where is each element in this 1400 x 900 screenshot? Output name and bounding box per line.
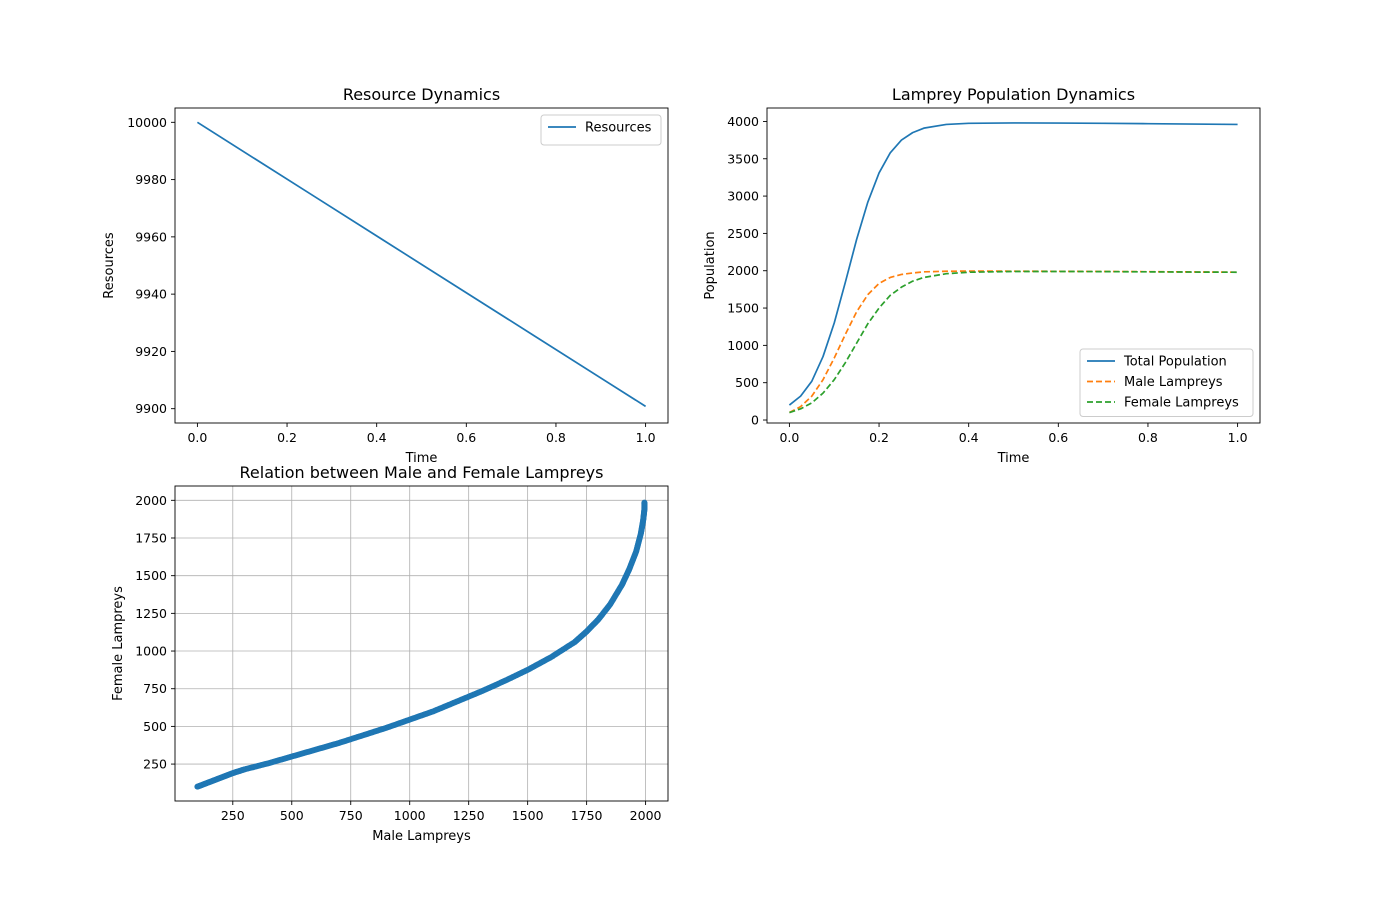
legend-entry: Total Population (1123, 355, 1227, 370)
x-tick-label: 1750 (571, 808, 603, 823)
x-tick-label: 0.6 (1048, 430, 1068, 445)
x-tick-label: 0.8 (546, 430, 566, 445)
y-tick-label: 9900 (135, 401, 167, 416)
male-female-relation-chart: 250 500 750 1000 1250 1500 1750 2000 250 500 750 10… (111, 463, 669, 844)
chart-title: Resource Dynamics (343, 85, 500, 104)
x-tick-label: 0.2 (869, 430, 889, 445)
axes-frame (174, 485, 669, 802)
x-tick-label: 0.8 (1138, 430, 1158, 445)
legend: Resources (540, 114, 662, 146)
axes-frame (766, 107, 1261, 424)
x-tick-label: 0.6 (456, 430, 476, 445)
x-tick-label: 1.0 (1228, 430, 1248, 445)
x-tick-label: 250 (221, 808, 245, 823)
y-tick-label: 500 (143, 719, 167, 734)
y-tick-label: 1750 (135, 530, 167, 545)
series-line-female-lampreys (789, 270, 1238, 414)
resource-dynamics-chart: 0.0 0.2 0.4 0.6 0.8 1.0 9900 9920 9940 9960 9980 10… (102, 85, 669, 466)
legend-entry: Female Lampreys (1124, 396, 1239, 411)
y-tick-label: 1250 (135, 606, 167, 621)
x-tick-label: 1.0 (636, 430, 656, 445)
y-tick-label: 9980 (135, 172, 167, 187)
population-dynamics-chart: 0.0 0.2 0.4 0.6 0.8 1.0 0 500 1000 1500 2000 2500 30… (703, 85, 1261, 466)
y-tick-label: 1000 (727, 338, 759, 353)
y-tick-label: 2000 (135, 493, 167, 508)
y-tick-label: 1500 (727, 301, 759, 316)
y-tick-label: 9940 (135, 287, 167, 302)
series-line-resources (196, 121, 647, 408)
x-tick-label: 0.0 (779, 430, 799, 445)
legend-box (1079, 348, 1254, 417)
y-axis-label: Population (703, 231, 718, 299)
x-tick-label: 0.0 (187, 430, 207, 445)
y-axis-label: Female Lampreys (111, 586, 126, 701)
y-tick-label: 9960 (135, 229, 167, 244)
y-tick-label: 3000 (727, 189, 759, 204)
y-tick-label: 9920 (135, 344, 167, 359)
y-tick-label: 2500 (727, 226, 759, 241)
x-tick-label: 1000 (394, 808, 426, 823)
y-tick-label: 750 (143, 681, 167, 696)
x-axis-label: Time (997, 451, 1030, 466)
y-tick-label: 250 (143, 757, 167, 772)
x-tick-label: 2000 (630, 808, 662, 823)
chart-title: Lamprey Population Dynamics (892, 85, 1135, 104)
y-tick-label: 1500 (135, 568, 167, 583)
x-axis-label: Male Lampreys (372, 829, 471, 844)
x-tick-label: 0.4 (959, 430, 979, 445)
y-tick-label: 1000 (135, 644, 167, 659)
legend: Total Population Male Lampreys Female Lamp… (1079, 348, 1254, 417)
legend-box (540, 114, 662, 146)
axes-frame (174, 107, 669, 424)
y-tick-label: 3500 (727, 151, 759, 166)
y-axis-label: Resources (102, 232, 117, 299)
legend-entry: Male Lampreys (1124, 375, 1223, 390)
x-tick-label: 0.4 (367, 430, 387, 445)
x-tick-label: 500 (280, 808, 304, 823)
x-tick-label: 1250 (453, 808, 485, 823)
legend-entry: Resources (585, 121, 652, 136)
series-line-total-population (788, 122, 1238, 406)
y-tick-label: 4000 (727, 114, 759, 129)
x-tick-label: 1500 (512, 808, 544, 823)
x-tick-label: 0.2 (277, 430, 297, 445)
y-tick-label: 0 (751, 413, 759, 428)
x-tick-label: 750 (339, 808, 363, 823)
scatter-point (641, 499, 648, 506)
y-tick-label: 500 (735, 375, 759, 390)
y-tick-label: 10000 (127, 115, 167, 130)
chart-title: Relation between Male and Female Lamprey… (240, 463, 604, 482)
x-axis-label: Time (405, 451, 438, 466)
y-tick-label: 2000 (727, 263, 759, 278)
